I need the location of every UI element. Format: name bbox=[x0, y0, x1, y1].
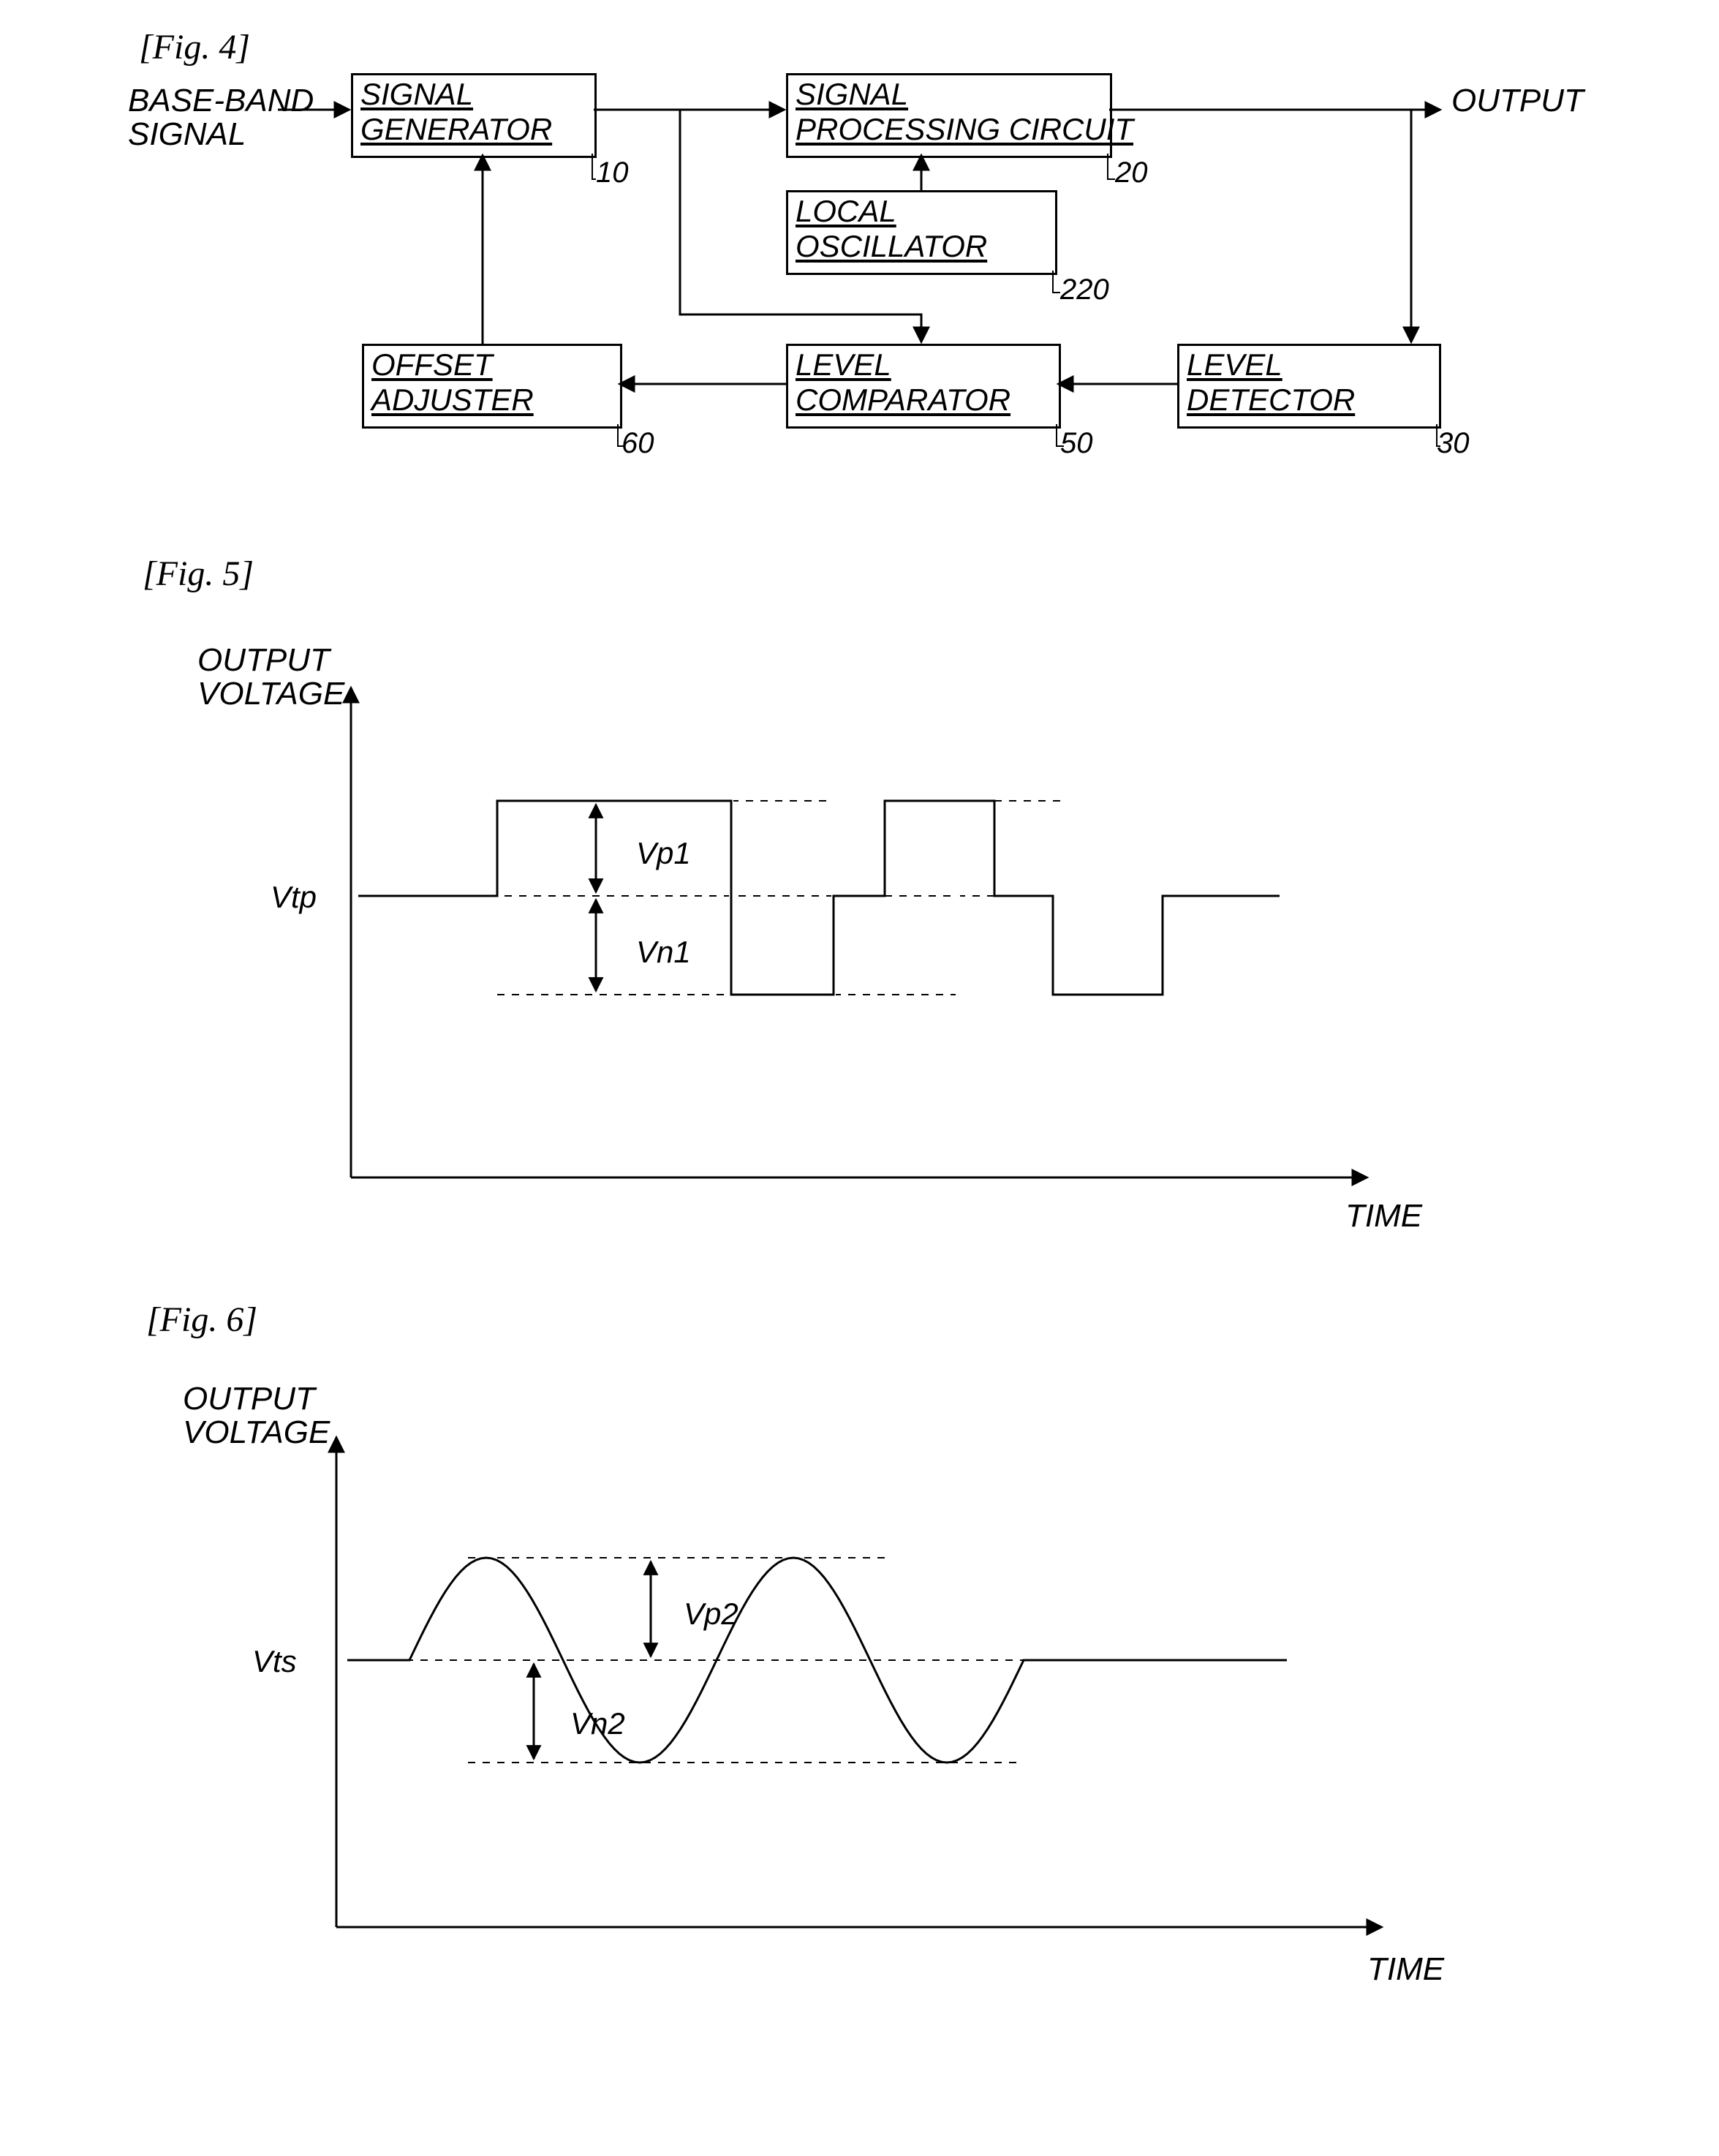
diagram-svg bbox=[0, 0, 1719, 2156]
